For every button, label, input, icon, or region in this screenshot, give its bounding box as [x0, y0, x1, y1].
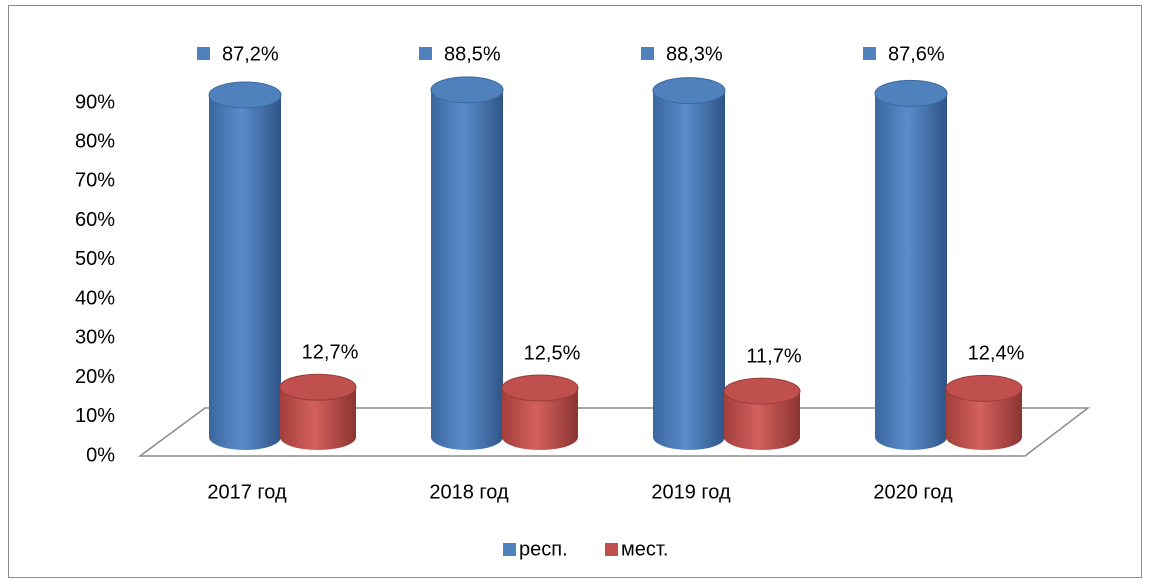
- bar: [209, 94, 281, 450]
- bar-top: [874, 79, 948, 107]
- x-tick-label: 2018 год: [429, 481, 509, 503]
- bar: [946, 388, 1022, 450]
- y-tick-label: 90%: [75, 91, 115, 113]
- value-label-key: [197, 47, 210, 60]
- bar: [875, 93, 947, 450]
- bar-top: [501, 374, 579, 402]
- bar: [653, 90, 725, 450]
- value-label: 88,5%: [444, 43, 501, 65]
- value-label: 88,3%: [666, 43, 723, 65]
- value-label: 87,2%: [222, 43, 279, 65]
- bar: [724, 391, 800, 450]
- y-tick-label: 40%: [75, 287, 115, 309]
- x-tick-label: 2017 год: [207, 481, 287, 503]
- value-label: 87,6%: [888, 43, 945, 65]
- y-tick-label: 50%: [75, 248, 115, 270]
- bar: [431, 89, 503, 450]
- legend-label: мест.: [621, 538, 668, 560]
- value-label: 12,7%: [302, 341, 359, 363]
- value-label: 12,4%: [968, 343, 1025, 365]
- value-label-key: [419, 47, 432, 60]
- value-label-key: [863, 47, 876, 60]
- value-label-key: [641, 47, 654, 60]
- bar-top: [208, 81, 282, 109]
- bar-top: [945, 374, 1023, 402]
- y-tick-label: 70%: [75, 170, 115, 192]
- bar-top: [652, 77, 726, 105]
- y-tick-label: 30%: [75, 327, 115, 349]
- bar: [502, 387, 578, 450]
- y-tick-label: 80%: [75, 131, 115, 153]
- y-tick-label: 0%: [86, 444, 115, 466]
- legend-label: респ.: [519, 538, 568, 560]
- value-label: 12,5%: [524, 342, 581, 364]
- y-tick-label: 10%: [75, 405, 115, 427]
- floor: [137, 407, 1091, 457]
- x-tick-label: 2019 год: [651, 481, 731, 503]
- value-label: 11,7%: [746, 345, 801, 367]
- bar-top: [723, 377, 801, 405]
- legend-swatch: [503, 543, 516, 556]
- x-tick-label: 2020 год: [873, 481, 953, 503]
- bar-top: [279, 373, 357, 401]
- y-tick-label: 60%: [75, 209, 115, 231]
- legend-swatch: [605, 543, 618, 556]
- y-tick-label: 20%: [75, 366, 115, 388]
- bar-top: [430, 76, 504, 104]
- chart-frame: [8, 5, 1142, 578]
- bar: [280, 387, 356, 450]
